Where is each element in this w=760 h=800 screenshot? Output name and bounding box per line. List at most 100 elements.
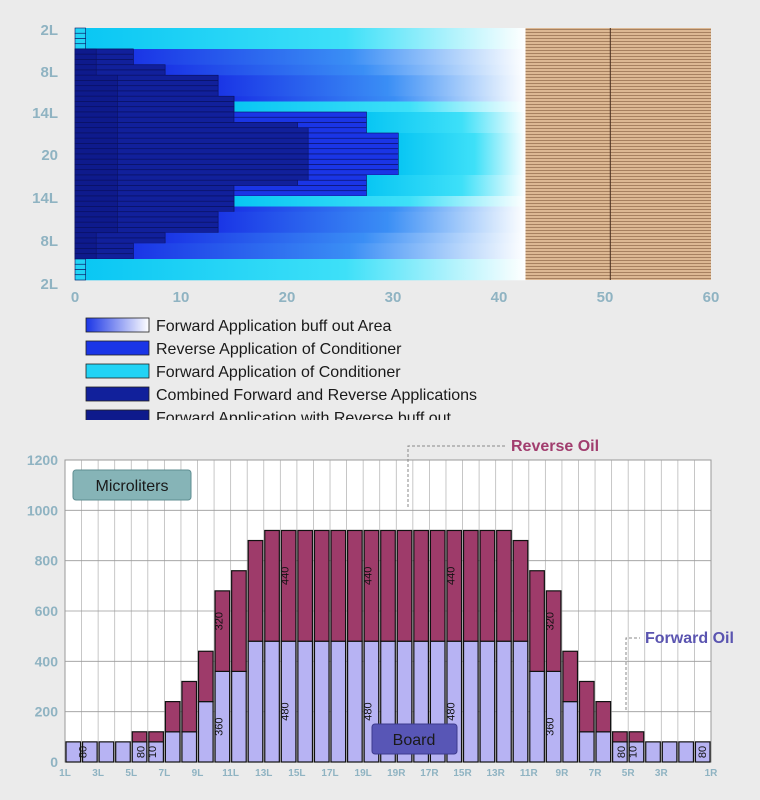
forward-oil-bar xyxy=(247,640,264,763)
legend-swatch xyxy=(85,386,150,402)
forward-oil-bar xyxy=(115,741,131,763)
y-tick-label: 400 xyxy=(35,653,59,669)
forward-oil-bar xyxy=(346,640,363,763)
forward-application-row xyxy=(74,232,97,239)
heatmap-x-tick-label: 30 xyxy=(385,289,402,306)
forward-oil-bar xyxy=(645,741,661,763)
x-tick-label: 1R xyxy=(705,768,719,779)
reverse-oil-bar xyxy=(181,680,198,733)
reverse-oil-bar xyxy=(164,701,181,733)
forward-application-row xyxy=(74,158,118,165)
reverse-oil-bar xyxy=(595,701,612,733)
heatmap-plot-area xyxy=(74,27,711,281)
data-label: 440 xyxy=(362,567,374,585)
forward-application-row xyxy=(74,195,118,202)
forward-application-row xyxy=(74,127,118,134)
forward-oil-bar xyxy=(181,731,198,763)
data-label: 360 xyxy=(545,718,557,736)
fade-band-row xyxy=(398,164,526,171)
reverse-oil-bar xyxy=(197,650,214,703)
reverse-oil-bar xyxy=(247,539,264,642)
x-tick-label: 15L xyxy=(288,768,305,779)
forward-application-row xyxy=(74,190,118,197)
forward-application-row xyxy=(74,116,118,123)
legend-swatch xyxy=(85,340,150,356)
forward-oil-bar xyxy=(65,741,82,763)
fade-band-row xyxy=(366,127,526,134)
forward-application-row xyxy=(74,253,97,260)
data-label: 480 xyxy=(362,702,374,720)
data-label: 440 xyxy=(280,567,292,585)
forward-application-row xyxy=(74,237,97,244)
reverse-oil-bar xyxy=(131,731,148,743)
heatmap-y-tick-label: 8L xyxy=(40,233,58,250)
fade-band-row xyxy=(218,91,526,97)
fade-band-row xyxy=(234,101,526,108)
board-area xyxy=(525,28,711,280)
forward-oil-bar xyxy=(562,701,579,763)
fade-band-row xyxy=(218,217,526,223)
forward-oil-leader xyxy=(625,637,640,710)
reverse-oil-bar xyxy=(363,529,380,642)
y-tick-label: 600 xyxy=(35,603,59,619)
reverse-oil-bar xyxy=(330,529,347,642)
forward-oil-bar xyxy=(297,640,314,763)
data-label: 10 xyxy=(147,746,159,758)
legend-label: Combined Forward and Reverse Application… xyxy=(156,387,477,404)
forward-oil-bar xyxy=(214,670,231,763)
reverse-oil-bar xyxy=(214,590,231,673)
fade-band-row xyxy=(398,133,526,139)
fade-band-row xyxy=(218,211,526,218)
fade-band-row xyxy=(75,28,526,34)
fade-band-row xyxy=(75,269,526,276)
x-tick-label: 1L xyxy=(59,768,71,779)
fade-band-row xyxy=(133,54,526,60)
data-label: 80 xyxy=(697,746,709,758)
fade-band-row xyxy=(366,180,526,186)
forward-application-row xyxy=(74,74,118,81)
heatmap-y-tick-label: 2L xyxy=(40,22,58,39)
x-tick-label: 11R xyxy=(520,768,539,779)
fade-band-row xyxy=(165,238,526,244)
x-tick-label: 7R xyxy=(589,768,603,779)
oil-volume-chart: 0 200 400 600 800 1000 1200 1L 3L 5L 7L 9L 11L 13L 15L… xyxy=(27,438,734,779)
forward-oil-bar xyxy=(264,640,280,763)
fade-band-row xyxy=(75,33,526,39)
x-tick-label: 15R xyxy=(453,768,472,779)
forward-oil-bar xyxy=(661,741,678,763)
data-label: 80 xyxy=(136,746,148,758)
reverse-oil-label: Reverse Oil xyxy=(511,438,599,455)
fade-band-row xyxy=(398,159,526,165)
fade-band-row xyxy=(218,222,526,228)
board-box-label: Board xyxy=(393,732,436,749)
legend-label: Forward Application buff out Area xyxy=(156,318,392,335)
forward-oil-bar xyxy=(197,701,214,763)
heatmap-y-tick-label: 20 xyxy=(41,147,58,164)
heatmap-axes: 2L 8L 14L 20 14L 8L 2L 0 10 20 30 40 50 60 xyxy=(32,22,719,306)
fade-band-row xyxy=(75,259,526,265)
reverse-oil-bar xyxy=(512,539,529,642)
x-tick-label: 9R xyxy=(556,768,570,779)
forward-application-row xyxy=(74,132,118,139)
heatmap-x-tick-label: 40 xyxy=(491,289,508,306)
forward-oil-bar xyxy=(578,731,595,763)
data-label: 440 xyxy=(445,567,457,585)
forward-application-row xyxy=(74,263,86,270)
fade-band-row xyxy=(75,264,526,270)
forward-application-row xyxy=(74,53,97,60)
data-label: 360 xyxy=(213,718,225,736)
forward-application-row xyxy=(74,38,86,45)
fade-band-row xyxy=(218,85,526,92)
forward-application-row xyxy=(74,174,118,181)
forward-oil-bar xyxy=(694,741,711,763)
forward-application-row xyxy=(74,227,118,234)
fade-band-row xyxy=(234,96,526,102)
legend-label: Forward Application with Reverse buff ou… xyxy=(156,410,452,420)
fade-band-row xyxy=(75,38,526,45)
board-box xyxy=(371,723,458,755)
fade-band-row xyxy=(234,201,526,207)
forward-application-row xyxy=(74,43,86,50)
heatmap-y-tick-label: 14L xyxy=(32,190,58,207)
fade-band-row xyxy=(366,190,526,197)
y-tick-label: 800 xyxy=(35,553,59,569)
